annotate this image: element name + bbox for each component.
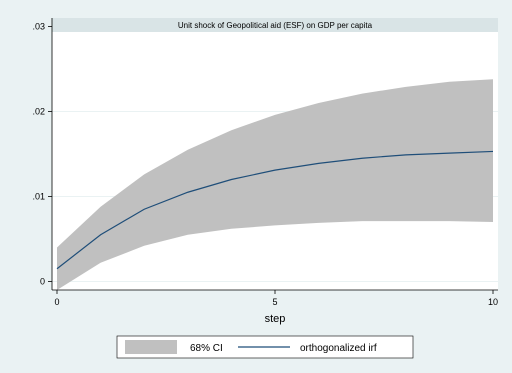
legend: 68% CI orthogonalized irf bbox=[116, 335, 414, 359]
legend-label-ci: 68% CI bbox=[190, 343, 223, 354]
x-axis-title: step bbox=[265, 313, 286, 325]
x-tick-label: 5 bbox=[272, 297, 277, 307]
y-tick-label: .01 bbox=[32, 192, 45, 202]
y-tick-label: .02 bbox=[32, 107, 45, 117]
legend-swatch-ci bbox=[125, 340, 177, 354]
y-tick-label: 0 bbox=[40, 277, 45, 287]
ci-band-68 bbox=[57, 79, 493, 290]
y-tick-label: .03 bbox=[32, 22, 45, 32]
x-axis-ticks: 0 5 10 bbox=[54, 290, 498, 307]
title-bar bbox=[52, 18, 498, 32]
y-axis-ticks: 0 .01 .02 .03 bbox=[32, 22, 52, 287]
chart-title: Unit shock of Geopolitical aid (ESF) on … bbox=[178, 21, 373, 30]
legend-label-irf: orthogonalized irf bbox=[300, 343, 377, 354]
x-tick-label: 0 bbox=[54, 297, 59, 307]
x-tick-label: 10 bbox=[488, 297, 498, 307]
orthogonalized-irf-line bbox=[56, 150, 494, 270]
